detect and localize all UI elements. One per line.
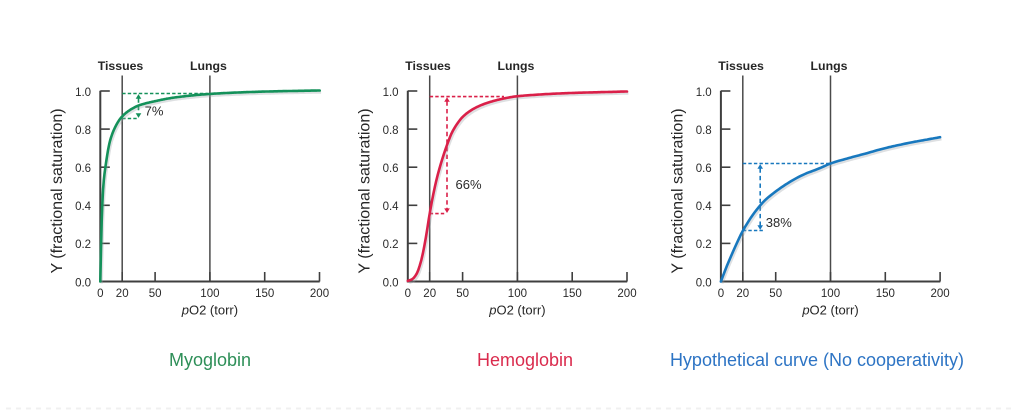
- svg-text:50: 50: [769, 288, 782, 300]
- svg-text:0: 0: [97, 288, 103, 300]
- svg-text:0.8: 0.8: [696, 125, 712, 137]
- svg-text:1.0: 1.0: [75, 87, 91, 99]
- svg-text:150: 150: [876, 288, 895, 300]
- svg-text:200: 200: [310, 288, 329, 300]
- svg-text:0.4: 0.4: [383, 201, 400, 213]
- svg-text:0.2: 0.2: [383, 239, 399, 251]
- svg-text:100: 100: [200, 288, 219, 300]
- svg-text:0.6: 0.6: [696, 163, 712, 175]
- svg-text:0: 0: [718, 288, 724, 300]
- svg-text:0.0: 0.0: [75, 277, 91, 289]
- svg-text:Tissues: Tissues: [98, 59, 144, 73]
- svg-text:0.6: 0.6: [75, 163, 91, 175]
- svg-text:150: 150: [563, 288, 582, 300]
- svg-text:38%: 38%: [766, 215, 792, 230]
- svg-text:0.8: 0.8: [383, 125, 399, 137]
- svg-text:50: 50: [149, 288, 162, 300]
- svg-text:0.0: 0.0: [696, 277, 712, 289]
- svg-text:Lungs: Lungs: [497, 59, 534, 73]
- svg-text:20: 20: [423, 288, 436, 300]
- svg-text:0.2: 0.2: [696, 239, 712, 251]
- svg-text:pO2 (torr): pO2 (torr): [181, 302, 238, 317]
- svg-text:pO2 (torr): pO2 (torr): [801, 302, 858, 317]
- svg-text:0.8: 0.8: [75, 125, 91, 137]
- svg-text:Y (fractional saturation): Y (fractional saturation): [49, 108, 66, 273]
- svg-text:Myoglobin: Myoglobin: [169, 350, 251, 370]
- svg-text:20: 20: [736, 288, 749, 300]
- svg-text:Hemoglobin: Hemoglobin: [477, 350, 573, 370]
- svg-text:200: 200: [617, 288, 636, 300]
- svg-text:0.6: 0.6: [383, 163, 399, 175]
- svg-text:66%: 66%: [456, 177, 482, 192]
- svg-text:Tissues: Tissues: [718, 59, 764, 73]
- svg-text:200: 200: [931, 288, 950, 300]
- svg-text:Y (fractional saturation): Y (fractional saturation): [357, 108, 374, 273]
- svg-text:Hypothetical curve (No coopera: Hypothetical curve (No cooperativity): [670, 350, 964, 370]
- svg-text:50: 50: [456, 288, 469, 300]
- svg-text:Lungs: Lungs: [811, 59, 848, 73]
- svg-text:0.0: 0.0: [383, 277, 399, 289]
- svg-text:0.4: 0.4: [696, 201, 713, 213]
- svg-text:0.4: 0.4: [75, 201, 92, 213]
- svg-text:Lungs: Lungs: [190, 59, 227, 73]
- svg-text:Y (fractional saturation): Y (fractional saturation): [670, 108, 687, 273]
- svg-text:100: 100: [821, 288, 840, 300]
- svg-text:20: 20: [116, 288, 129, 300]
- svg-text:100: 100: [508, 288, 527, 300]
- svg-text:0.2: 0.2: [75, 239, 91, 251]
- svg-text:Tissues: Tissues: [405, 59, 451, 73]
- svg-text:150: 150: [255, 288, 274, 300]
- svg-text:1.0: 1.0: [696, 87, 712, 99]
- svg-text:1.0: 1.0: [383, 87, 399, 99]
- svg-text:7%: 7%: [145, 103, 164, 118]
- svg-text:0: 0: [405, 288, 411, 300]
- svg-text:pO2 (torr): pO2 (torr): [488, 302, 545, 317]
